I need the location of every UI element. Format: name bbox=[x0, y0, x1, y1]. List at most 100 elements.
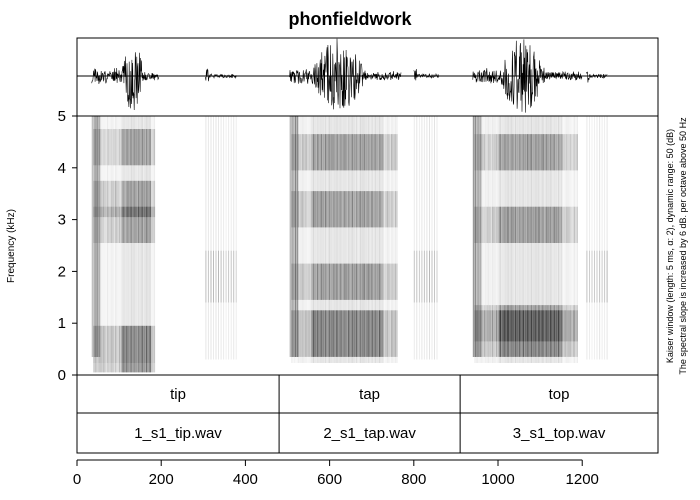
spectrogram-cell bbox=[493, 310, 495, 357]
spectrogram-cell bbox=[311, 116, 313, 363]
spectrogram-cell bbox=[567, 134, 569, 171]
spectrogram-cell bbox=[537, 305, 539, 342]
spectrogram-cell bbox=[540, 116, 542, 363]
spectrogram-cell bbox=[516, 206, 518, 243]
spectrogram-cell bbox=[387, 191, 389, 228]
spectrogram-cell bbox=[531, 116, 533, 363]
spectrogram-cell bbox=[496, 310, 498, 357]
spectrogram-cell bbox=[353, 134, 355, 171]
spectrogram-cell bbox=[512, 116, 514, 363]
spectrogram-cell bbox=[133, 325, 135, 373]
spectrogram-cell bbox=[378, 191, 380, 228]
spectrogram-cell bbox=[365, 116, 367, 363]
spectrogram-cell bbox=[119, 206, 121, 243]
spectrogram-cell bbox=[207, 250, 209, 303]
spectrogram-cell bbox=[388, 191, 390, 228]
spectrogram-cell bbox=[492, 116, 494, 363]
spectrogram-cell bbox=[137, 325, 139, 373]
spectrogram-cell bbox=[548, 134, 550, 171]
spectrogram-cell bbox=[553, 134, 555, 171]
spectrogram-cell bbox=[339, 134, 341, 171]
spectrogram-cell bbox=[296, 116, 299, 357]
spectrogram-cell bbox=[486, 305, 488, 342]
spectrogram-cell bbox=[120, 325, 122, 373]
spectrogram-cell bbox=[125, 180, 127, 218]
spectrogram-cell bbox=[316, 191, 318, 228]
spectrogram-cell bbox=[291, 263, 293, 300]
spectrogram-cell bbox=[378, 116, 380, 363]
y-tick-label: 4 bbox=[58, 160, 66, 177]
spectrogram-cell bbox=[106, 325, 108, 373]
spectrogram-cell bbox=[514, 134, 516, 171]
spectrogram-cell bbox=[228, 116, 230, 360]
spectrogram-cell bbox=[141, 325, 143, 373]
spectrogram-cell bbox=[100, 206, 102, 243]
spectrogram-cell bbox=[496, 305, 498, 342]
spectrogram-cell bbox=[475, 206, 477, 243]
spectrogram-cell bbox=[396, 191, 398, 228]
spectrogram-cell bbox=[136, 180, 138, 218]
spectrogram-cell bbox=[548, 305, 550, 342]
spectrogram-cell bbox=[387, 134, 389, 171]
spectrogram-cell bbox=[504, 206, 506, 243]
spectrogram-cell bbox=[547, 305, 549, 342]
spectrogram-cell bbox=[98, 116, 100, 363]
spectrogram-cell bbox=[570, 305, 572, 342]
spectrogram-cell bbox=[304, 116, 306, 363]
spectrogram-cell bbox=[361, 191, 363, 228]
spectrogram-cell bbox=[294, 116, 296, 363]
spectrogram-cell bbox=[374, 310, 376, 357]
spectrogram-cell bbox=[233, 116, 235, 360]
spectrogram-cell bbox=[416, 250, 418, 303]
spectrogram-cell bbox=[331, 134, 333, 171]
spectrogram-cell bbox=[307, 263, 309, 300]
spectrogram-cell bbox=[331, 263, 333, 300]
spectrogram-cell bbox=[320, 191, 322, 228]
spectrogram-cell bbox=[483, 116, 485, 363]
spectrogram-cell bbox=[513, 310, 515, 357]
spectrogram-cell bbox=[482, 116, 484, 363]
spectrogram-cell bbox=[292, 116, 294, 363]
spectrogram-cell bbox=[540, 206, 542, 243]
spectrogram-cell bbox=[117, 325, 119, 373]
spectrogram-cell bbox=[320, 116, 322, 363]
spectrogram-cell bbox=[362, 263, 364, 300]
spectrogram-cell bbox=[477, 310, 479, 357]
x-axis: 0 200 400 600 800 1000 1200 bbox=[73, 459, 599, 488]
spectrogram-cell bbox=[94, 116, 96, 363]
spectrogram-cell bbox=[146, 325, 148, 373]
spectrogram-cell bbox=[322, 310, 324, 357]
spectrogram-cell bbox=[215, 250, 217, 303]
spectrogram-cell bbox=[373, 191, 375, 228]
spectrogram-cell bbox=[533, 206, 535, 243]
spectrogram-cell bbox=[316, 263, 318, 300]
spectrogram-cell bbox=[116, 206, 118, 243]
spectrogram-cell bbox=[505, 206, 507, 243]
spectrogram-cell bbox=[139, 116, 141, 363]
chart-title: phonfieldwork bbox=[289, 9, 413, 29]
spectrogram-cell bbox=[501, 134, 503, 171]
spectrogram-cell bbox=[300, 263, 302, 300]
spectrogram-cell bbox=[548, 310, 550, 357]
spectrogram-cell bbox=[361, 263, 363, 300]
spectrogram-cell bbox=[391, 263, 393, 300]
spectrogram-cell bbox=[376, 191, 378, 228]
spectrogram-cell bbox=[528, 310, 530, 357]
spectrogram-cell bbox=[315, 191, 317, 228]
spectrogram-cell bbox=[489, 310, 491, 357]
spectrogram-cell bbox=[376, 134, 378, 171]
spectrogram-cell bbox=[370, 263, 372, 300]
spectrogram-cell bbox=[357, 116, 359, 363]
spectrogram-cell bbox=[365, 310, 367, 357]
spectrogram-cell bbox=[356, 191, 358, 228]
spectrogram-cell bbox=[489, 206, 491, 243]
spectrogram-cell bbox=[381, 310, 383, 357]
spectrogram-cell bbox=[489, 134, 491, 171]
spectrogram-cell bbox=[327, 191, 329, 228]
spectrogram-cell bbox=[574, 305, 576, 342]
spectrogram-cell bbox=[298, 310, 300, 357]
spectrogram-cell bbox=[514, 116, 516, 363]
spectrogram-cell bbox=[589, 116, 590, 360]
spectrogram-cell bbox=[218, 116, 219, 360]
